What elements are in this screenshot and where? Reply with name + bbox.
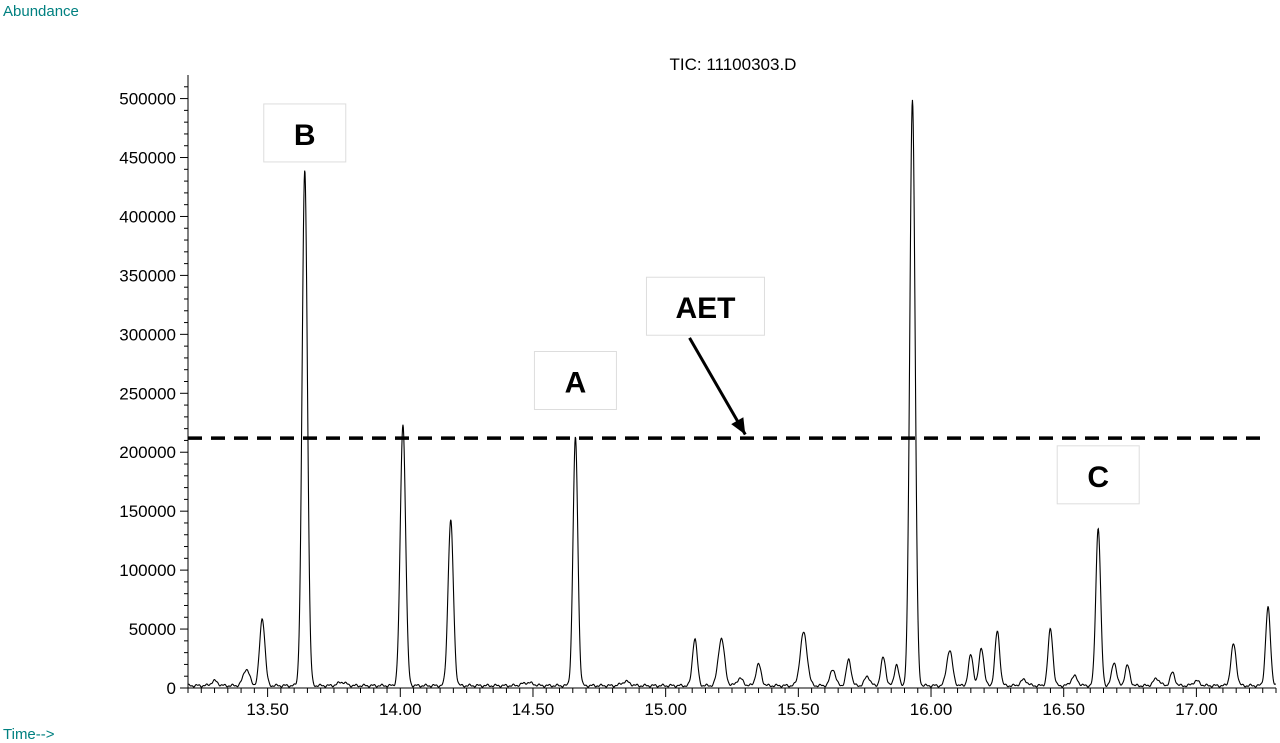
y-axis-ticks: 0 50000 100000 150000 200000 250000 300000 3500… [119,86,188,698]
x-tick-label: 14.00 [379,700,422,719]
annotation-box-b [263,103,347,163]
tic-trace-line [187,99,1276,688]
axes [187,75,1276,689]
annotation-box-c [1056,445,1140,505]
x-axis-ticks: 13.50 14.00 14.50 15.00 15.50 16.00 16.50 17.00 [187,688,1277,719]
x-tick-label: 15.50 [777,700,820,719]
x-tick-label: 17.00 [1175,700,1218,719]
annotation-box-a [533,351,617,410]
aet-arrow-shaft [688,337,747,436]
y-tick-label: 350000 [119,266,176,285]
y-tick-label: 0 [167,679,176,698]
annotation-group: B A AET C [263,103,1140,505]
y-tick-label: 400000 [119,207,176,226]
chart-title: TIC: 11100303.D [670,55,797,74]
annotation-box-aet [645,276,765,336]
y-tick-label: 50000 [129,620,176,639]
annotation-label-b: B [294,119,316,152]
x-tick-label: 13.50 [246,700,289,719]
x-axis-title: Time--> [3,726,55,743]
y-tick-label: 250000 [119,384,176,403]
x-tick-label: 14.50 [512,700,555,719]
x-tick-label: 15.00 [644,700,687,719]
y-tick-label: 150000 [119,502,176,521]
trace-group [187,99,1276,688]
annotation-label-c: C [1087,461,1109,494]
y-axis-title: Abundance [3,3,79,20]
x-tick-label: 16.00 [910,700,953,719]
aet-arrow-head [731,417,746,435]
y-tick-label: 200000 [119,443,176,462]
y-tick-label: 450000 [119,149,176,168]
y-tick-label: 500000 [119,90,176,109]
y-tick-label: 300000 [119,325,176,344]
annotation-label-a: A [565,367,587,400]
x-tick-label: 16.50 [1042,700,1085,719]
y-tick-label: 100000 [119,561,176,580]
annotation-label-aet: AET [675,292,735,325]
